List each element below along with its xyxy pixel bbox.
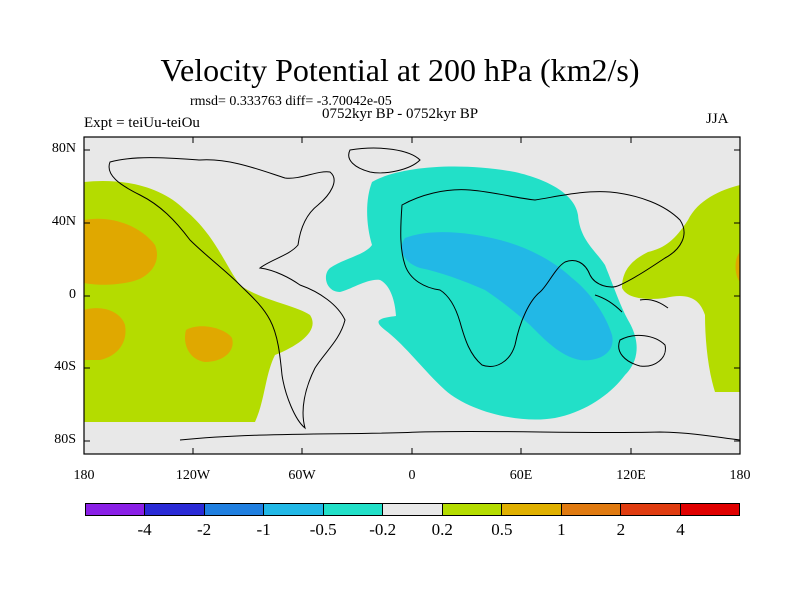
colorbar-swatch (442, 504, 503, 515)
colorbar-swatch (383, 504, 443, 515)
y-tick-label: 40N (51, 214, 76, 229)
season-label: JJA (706, 111, 729, 127)
colorbar-swatch (204, 504, 265, 515)
eastern-hemisphere-min-region (401, 232, 613, 361)
pacific-max-north (84, 218, 158, 285)
colorbar-tick-label: 4 (676, 520, 685, 539)
experiment-label: Expt = teiUu-teiOu (84, 115, 200, 131)
plot-title: Velocity Potential at 200 hPa (km2/s) (160, 52, 640, 88)
x-tick-label: 120W (175, 468, 211, 483)
x-tick-label: 60E (509, 468, 533, 483)
y-tick-label: 80S (54, 432, 76, 447)
dateline-max-east (735, 252, 740, 282)
y-tick-label: 80N (51, 141, 76, 156)
colorbar-swatch (561, 504, 622, 515)
x-tick-label: 120E (616, 468, 646, 483)
y-tick-label: 40S (54, 359, 76, 374)
colorbar (85, 503, 740, 516)
colorbar-swatch (502, 504, 562, 515)
period-label: 0752kyr BP - 0752kyr BP (321, 106, 479, 122)
eastern-hemisphere-negative-region (325, 166, 637, 420)
stats-label: rmsd= 0.333763 diff= -3.70042e-05 (190, 94, 392, 109)
colorbar-swatch (323, 504, 384, 515)
western-pacific-positive-region (622, 185, 740, 392)
axis-ticks (84, 137, 740, 454)
colorbar-tick-label: 0.5 (491, 520, 513, 539)
x-tick-label: 0 (408, 468, 416, 483)
colorbar-tick-label: 0.2 (431, 520, 453, 539)
colorbar-swatch (680, 504, 739, 515)
colorbar-tick-label: -2 (196, 520, 212, 539)
colorbar-swatch (145, 504, 205, 515)
colorbar-swatch (264, 504, 324, 515)
colorbar-swatch (86, 504, 146, 515)
x-tick-label: 60W (288, 468, 316, 483)
colorbar-tick-label: -0.2 (369, 520, 397, 539)
colorbar-tick-label: 1 (557, 520, 566, 539)
colorbar-tick-label: 2 (616, 520, 626, 539)
colorbar-tick-label: -4 (137, 520, 152, 539)
pacific-max-south-east (184, 326, 233, 362)
colorbar-tick-label: -0.5 (309, 520, 337, 539)
pacific-max-south (84, 308, 126, 360)
colorbar-swatch (621, 504, 681, 515)
coastlines (108, 147, 740, 441)
x-tick-label: 180 (73, 468, 95, 483)
x-tick-label: 180 (729, 468, 751, 483)
y-tick-label: 0 (69, 287, 76, 302)
colorbar-tick-label: -1 (256, 520, 271, 539)
